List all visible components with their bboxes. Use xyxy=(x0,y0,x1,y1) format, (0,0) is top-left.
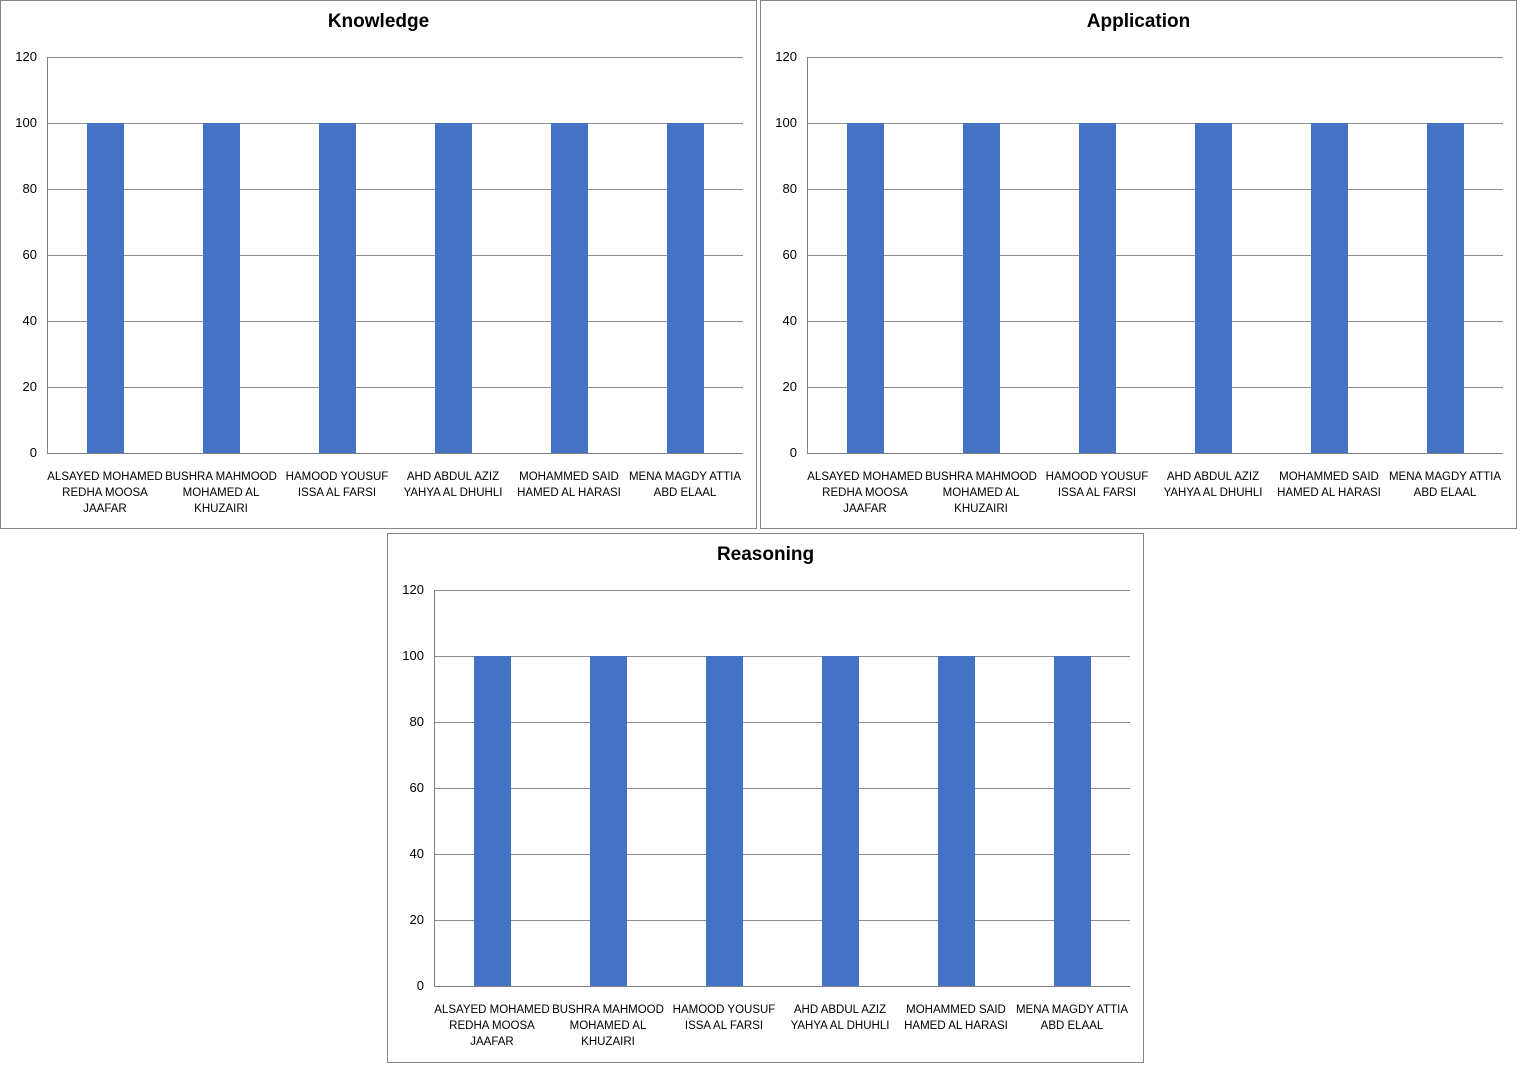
bar xyxy=(1078,123,1116,453)
bar xyxy=(473,656,511,986)
x-category-label: BUSHRA MAHMOOD MOHAMED AL KHUZAIRI xyxy=(552,1004,664,1048)
chart-panel-application: Application 120 100 80 60 40 20 0 ALSAYED MOHAM… xyxy=(760,0,1517,529)
x-category-label: MOHAMMED SAID HAMED AL HARASI xyxy=(904,1004,1008,1032)
gridline xyxy=(47,123,743,124)
y-axis-line xyxy=(807,57,808,454)
y-tick-label: 20 xyxy=(782,379,797,394)
y-tick-label: 80 xyxy=(782,181,797,196)
x-category-label: BUSHRA MAHMOOD MOHAMED AL KHUZAIRI xyxy=(165,471,277,515)
gridline xyxy=(47,57,743,58)
x-category-label: ALSAYED MOHAMED REDHA MOOSA JAAFAR xyxy=(807,471,923,515)
bar xyxy=(1310,123,1348,453)
x-category-label: AHD ABDUL AZIZ YAHYA AL DHUHLI xyxy=(403,471,503,499)
x-category-label: HAMOOD YOUSUF ISSA AL FARSI xyxy=(1045,471,1149,499)
gridline xyxy=(434,788,1130,789)
x-axis-line xyxy=(47,453,743,454)
x-category-label: ALSAYED MOHAMED REDHA MOOSA JAAFAR xyxy=(47,471,163,515)
x-category-label: HAMOOD YOUSUF ISSA AL FARSI xyxy=(672,1004,776,1032)
bar xyxy=(589,656,627,986)
x-axis-line xyxy=(807,453,1503,454)
y-tick-label: 120 xyxy=(402,582,424,597)
gridline xyxy=(47,189,743,190)
bar xyxy=(1426,123,1464,453)
bar xyxy=(1194,123,1232,453)
x-axis-line xyxy=(434,986,1130,987)
gridline xyxy=(434,656,1130,657)
y-tick-label: 100 xyxy=(15,115,37,130)
bar xyxy=(821,656,859,986)
y-tick-label: 100 xyxy=(775,115,797,130)
bar xyxy=(846,123,884,453)
bar xyxy=(705,656,743,986)
x-category-label: AHD ABDUL AZIZ YAHYA AL DHUHLI xyxy=(790,1004,890,1032)
gridline xyxy=(434,854,1130,855)
x-category-label: MENA MAGDY ATTIA ABD ELAAL xyxy=(628,471,742,499)
gridline xyxy=(434,920,1130,921)
gridline xyxy=(47,255,743,256)
x-category-label: MENA MAGDY ATTIA ABD ELAAL xyxy=(1388,471,1502,499)
gridline xyxy=(434,722,1130,723)
x-category-label: MENA MAGDY ATTIA ABD ELAAL xyxy=(1015,1004,1129,1032)
y-tick-label: 60 xyxy=(782,247,797,262)
gridline xyxy=(47,387,743,388)
y-tick-label: 0 xyxy=(789,445,797,460)
gridline xyxy=(807,255,1503,256)
y-tick-label: 0 xyxy=(416,978,424,993)
bar xyxy=(1053,656,1091,986)
y-tick-label: 120 xyxy=(775,49,797,64)
y-tick-label: 60 xyxy=(409,780,424,795)
gridline xyxy=(807,387,1503,388)
bar xyxy=(962,123,1000,453)
bar xyxy=(550,123,588,453)
y-axis-line xyxy=(434,590,435,987)
bar xyxy=(434,123,472,453)
chart-title: Knowledge xyxy=(327,11,430,32)
y-tick-label: 20 xyxy=(409,912,424,927)
y-tick-label: 40 xyxy=(409,846,424,861)
x-category-label: AHD ABDUL AZIZ YAHYA AL DHUHLI xyxy=(1163,471,1263,499)
bar xyxy=(937,656,975,986)
y-tick-label: 80 xyxy=(22,181,37,196)
bar xyxy=(666,123,704,453)
chart-panel-reasoning: Reasoning 120 100 80 60 40 20 0 ALSAYED MOHAMED… xyxy=(387,533,1144,1063)
y-tick-label: 100 xyxy=(402,648,424,663)
y-tick-label: 40 xyxy=(22,313,37,328)
x-category-label: MOHAMMED SAID HAMED AL HARASI xyxy=(1277,471,1381,499)
y-tick-label: 80 xyxy=(409,714,424,729)
x-category-label: BUSHRA MAHMOOD MOHAMED AL KHUZAIRI xyxy=(925,471,1037,515)
x-category-label: ALSAYED MOHAMED REDHA MOOSA JAAFAR xyxy=(434,1004,550,1048)
x-category-label: MOHAMMED SAID HAMED AL HARASI xyxy=(517,471,621,499)
bar xyxy=(202,123,240,453)
gridline xyxy=(807,57,1503,58)
gridline xyxy=(807,123,1503,124)
gridline xyxy=(434,590,1130,591)
chart-panel-knowledge: Knowledge 120 100 80 60 40 20 0 ALSAYED MOHAMED… xyxy=(0,0,757,529)
y-tick-label: 120 xyxy=(15,49,37,64)
y-tick-label: 0 xyxy=(29,445,37,460)
y-tick-label: 60 xyxy=(22,247,37,262)
chart-title: Reasoning xyxy=(716,544,815,565)
y-axis-line xyxy=(47,57,48,454)
chart-title: Application xyxy=(1086,11,1191,32)
y-tick-label: 20 xyxy=(22,379,37,394)
bar xyxy=(318,123,356,453)
x-category-label: HAMOOD YOUSUF ISSA AL FARSI xyxy=(285,471,389,499)
gridline xyxy=(47,321,743,322)
gridline xyxy=(807,321,1503,322)
bar xyxy=(86,123,124,453)
gridline xyxy=(807,189,1503,190)
y-tick-label: 40 xyxy=(782,313,797,328)
